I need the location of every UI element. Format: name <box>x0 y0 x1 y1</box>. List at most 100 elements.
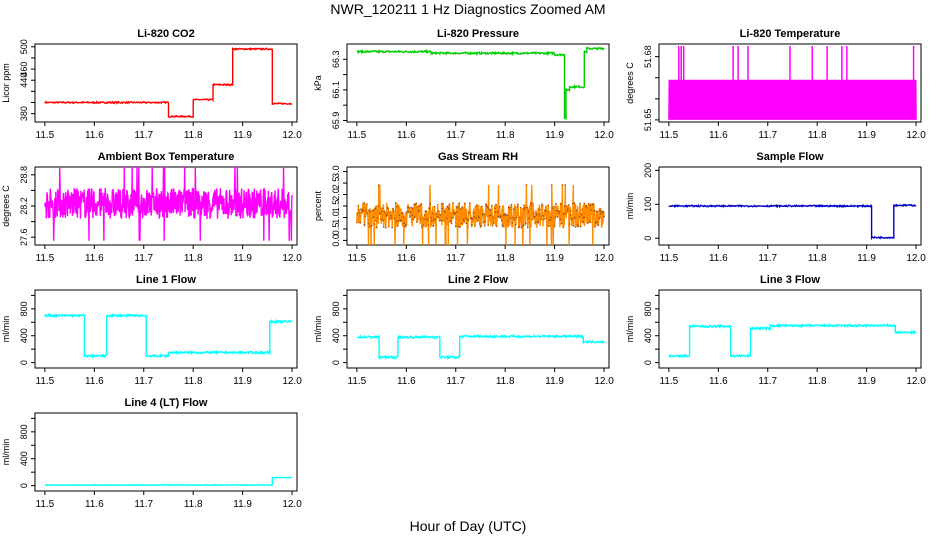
data-point <box>437 216 439 218</box>
x-tick-label: 11.9 <box>233 253 252 264</box>
data-point <box>426 219 429 221</box>
data-point <box>386 213 389 216</box>
data-point <box>568 223 571 225</box>
data-point <box>448 203 451 206</box>
x-tick-label: 11.7 <box>134 253 153 264</box>
data-point <box>425 209 427 212</box>
x-tick-label: 11.9 <box>857 376 876 387</box>
data-point <box>392 208 394 210</box>
data-point <box>389 218 391 221</box>
data-point <box>408 206 410 209</box>
data-point <box>467 218 470 221</box>
panel-3: Li-820 Temperature degrees C 11.5 11.6 11.7 1… <box>625 28 926 141</box>
panel-title: Line 1 Flow <box>136 274 196 286</box>
data-point <box>589 204 591 207</box>
data-point <box>545 217 547 220</box>
data-point <box>435 213 438 216</box>
data-point <box>365 210 367 212</box>
data-point <box>456 211 458 213</box>
x-tick-label: 11.5 <box>36 130 55 141</box>
data-point <box>499 217 502 219</box>
data-point <box>577 225 580 228</box>
data-point <box>553 225 556 228</box>
x-tick-label: 11.9 <box>233 376 252 387</box>
data-point <box>385 214 388 217</box>
y-tick-label: 100 <box>643 197 653 212</box>
data-point <box>524 206 526 209</box>
data-point <box>409 211 412 213</box>
panel-title: Sample Flow <box>756 151 824 163</box>
data-point <box>454 225 457 228</box>
data-point <box>464 217 467 219</box>
x-tick-label: 11.5 <box>660 253 679 264</box>
data-point <box>581 208 583 210</box>
x-tick-label: 11.6 <box>397 130 416 141</box>
data-point <box>519 217 521 219</box>
x-tick-label: 11.9 <box>545 376 564 387</box>
data-point <box>421 226 423 228</box>
data-point <box>546 210 549 213</box>
x-tick-label: 12.0 <box>906 130 926 141</box>
x-tick-label: 11.7 <box>134 130 153 141</box>
data-point <box>439 213 442 216</box>
data-point <box>500 215 502 217</box>
data-point <box>563 205 566 207</box>
y-tick-label: 400 <box>643 328 653 343</box>
x-tick-label: 12.0 <box>594 253 614 264</box>
data-point <box>565 212 567 214</box>
data-point <box>578 216 581 218</box>
data-point <box>430 220 433 222</box>
data-point <box>580 213 583 216</box>
panel-title: Gas Stream RH <box>438 151 518 163</box>
data-point <box>374 207 377 210</box>
x-tick-label: 12.0 <box>282 376 302 387</box>
data-point <box>520 226 523 229</box>
data-point <box>445 217 448 220</box>
x-tick-label: 11.8 <box>496 376 515 387</box>
data-point <box>518 225 521 228</box>
y-axis-label: ml/min <box>625 316 635 343</box>
data-point <box>484 220 487 223</box>
data-point <box>460 222 463 225</box>
x-tick-label: 12.0 <box>906 253 926 264</box>
panel-10: Line 4 (LT) Flow ml/min 11.5 11.6 11.7 11.8 11… <box>1 397 302 510</box>
y-tick-label: 66.3 <box>331 51 341 69</box>
data-point <box>567 204 570 206</box>
data-point <box>469 202 471 204</box>
panel-7: Line 1 Flow ml/min 11.5 11.6 11.7 11.8 11.9 12.… <box>1 274 302 387</box>
data-point <box>357 204 360 207</box>
data-point <box>490 204 493 207</box>
x-tick-label: 11.9 <box>233 499 252 510</box>
data-point <box>487 224 490 226</box>
x-tick-label: 11.6 <box>85 130 104 141</box>
data-point <box>423 214 426 216</box>
data-point <box>549 219 552 221</box>
data-point <box>515 216 518 219</box>
data-point <box>592 204 595 206</box>
data-point <box>557 210 559 212</box>
data-point <box>358 209 360 211</box>
x-tick-label: 12.0 <box>906 376 926 387</box>
data-point <box>434 218 437 220</box>
data-point <box>382 226 385 228</box>
data-point <box>552 244 555 246</box>
data-point <box>432 225 434 227</box>
data-point <box>492 216 494 219</box>
y-axis-label: degrees C <box>1 185 11 227</box>
data-point <box>505 244 507 246</box>
data-point <box>394 244 396 246</box>
data-point <box>585 204 588 207</box>
data-point <box>494 211 497 213</box>
data-point <box>375 226 378 229</box>
x-tick-label: 11.7 <box>134 499 153 510</box>
data-point <box>478 216 480 219</box>
data-point <box>476 204 478 206</box>
data-point <box>418 204 421 207</box>
data-point <box>548 225 550 228</box>
plot-frame <box>34 289 298 369</box>
y-tick-label: 380 <box>19 106 29 121</box>
data-point <box>582 216 585 219</box>
data-point <box>358 211 361 214</box>
y-tick-label: 3.0 <box>331 165 341 178</box>
x-tick-label: 11.8 <box>184 253 203 264</box>
